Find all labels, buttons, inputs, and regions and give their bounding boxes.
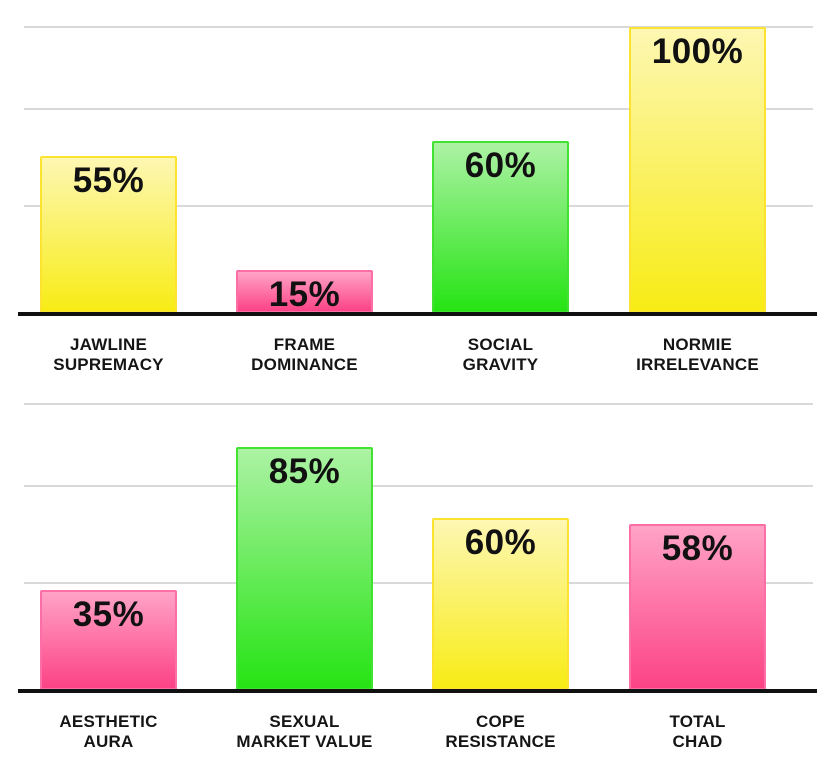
category-label-line: FRAME <box>273 335 336 354</box>
category-label-sexual-market-value: SEXUAL MARKET VALUE <box>210 712 400 752</box>
bar-frame-dominance: 15% <box>236 270 373 313</box>
x-axis-line <box>18 312 817 316</box>
bar-value-label: 35% <box>72 594 145 634</box>
category-label-line: CHAD <box>672 732 723 751</box>
bar-total-chad: 58% <box>629 524 766 690</box>
bar-aesthetic-aura: 35% <box>40 589 177 690</box>
category-label-line: AESTHETIC <box>59 712 158 731</box>
category-label-line: SOCIAL <box>467 335 534 354</box>
category-label-line: JAWLINE <box>70 335 147 354</box>
category-label-line: SEXUAL <box>269 712 340 731</box>
gridline <box>24 204 813 207</box>
category-label-line: RESISTANCE <box>445 732 556 751</box>
gridline <box>24 403 813 405</box>
gridline <box>24 485 813 488</box>
bar-jawline-supremacy: 55% <box>40 155 177 313</box>
category-label-line: COPE <box>476 712 525 731</box>
bar-value-label: 85% <box>268 451 341 491</box>
category-label-normie-irrelevance: NORMIE IRRELEVANCE <box>603 335 793 375</box>
bar-value-label: 60% <box>464 146 537 186</box>
bar-value-label: 58% <box>661 529 734 569</box>
category-label-total-chad: TOTAL CHAD <box>603 712 793 752</box>
category-label-line: NORMIE <box>662 335 733 354</box>
gridline <box>24 581 813 584</box>
category-label-line: MARKET VALUE <box>236 732 373 751</box>
category-label-line: IRRELEVANCE <box>636 355 759 374</box>
bar-normie-irrelevance: 100% <box>629 27 766 313</box>
category-label-aesthetic-aura: AESTHETIC AURA <box>14 712 204 752</box>
category-label-frame-dominance: FRAME DOMINANCE <box>210 335 400 375</box>
category-label-line: AURA <box>83 732 134 751</box>
x-axis-line <box>18 689 817 693</box>
gridline <box>24 108 813 111</box>
bar-value-label: 100% <box>651 32 744 71</box>
category-label-line: GRAVITY <box>462 355 539 374</box>
bar-value-label: 55% <box>72 160 145 200</box>
bar-sexual-market-value: 85% <box>236 446 373 690</box>
bar-social-gravity: 60% <box>432 141 569 313</box>
category-label-line: SUPREMACY <box>53 355 164 374</box>
bar-value-label: 60% <box>464 523 537 563</box>
category-label-cope-resistance: COPE RESISTANCE <box>406 712 596 752</box>
bar-value-label: 15% <box>268 275 341 313</box>
category-label-social-gravity: SOCIAL GRAVITY <box>406 335 596 375</box>
category-label-line: TOTAL <box>669 712 726 731</box>
bar-cope-resistance: 60% <box>432 518 569 690</box>
category-label-jawline-supremacy: JAWLINE SUPREMACY <box>14 335 204 375</box>
gridline <box>24 26 813 28</box>
category-label-line: DOMINANCE <box>251 355 358 374</box>
